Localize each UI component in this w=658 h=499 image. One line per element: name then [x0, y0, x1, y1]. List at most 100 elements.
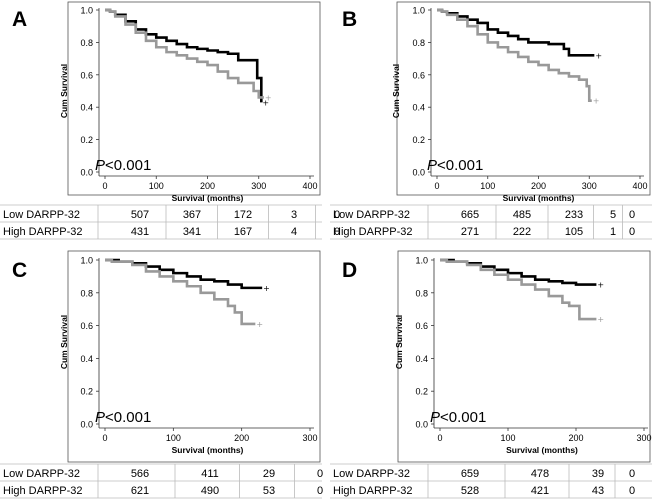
x-tick-label: 0 — [434, 181, 439, 191]
panel-c: C 0.0 0.2 0.4 0.6 0.8 1.0 0 100 200 300 Survival (m… — [0, 250, 323, 499]
p-value: P<0.001 — [427, 157, 483, 174]
y-axis-label: Cum Survival — [394, 315, 404, 369]
table-cell: 431 — [131, 226, 149, 238]
y-tick-label: 0.4 — [80, 354, 93, 364]
table-cell: 43 — [592, 485, 604, 497]
x-tick-label: 0 — [102, 433, 107, 443]
table-cell: 5 — [610, 209, 616, 221]
panel-a: A0.00.20.40.60.81.00 100 200 300 400Survival… — [0, 1, 340, 240]
y-tick-label: 0.6 — [80, 321, 93, 331]
y-axis-label: Cum Survival — [391, 64, 401, 118]
plot-frame — [67, 250, 321, 463]
table-cell: 665 — [461, 209, 479, 221]
series-line-high — [105, 8, 264, 99]
table-cell: 0 — [334, 226, 340, 238]
panel-b: B0.00.20.40.60.81.00 100 200 300 400Survival… — [330, 1, 652, 240]
p-letter: P — [95, 409, 105, 426]
p-value: P<0.001 — [430, 409, 486, 426]
panel-d: D 0.0 0.2 0.4 0.6 0.8 1.0 0 100 200 300 Survival (m… — [330, 250, 652, 499]
table-row-label: High DARPP-32 — [3, 226, 82, 238]
x-tick-label: 400 — [632, 181, 647, 191]
panel-letter: A — [12, 8, 27, 31]
y-tick-label: 0.8 — [412, 38, 425, 48]
table-cell: 167 — [234, 226, 252, 238]
table-cell: 485 — [513, 209, 531, 221]
x-tick-label: 300 — [302, 433, 317, 443]
table-row-label: Low DARPP-32 — [3, 209, 80, 221]
y-tick-label: 0.2 — [412, 135, 425, 145]
censor-mark: + — [256, 320, 263, 329]
censor-mark: + — [597, 281, 604, 290]
censor-mark: + — [597, 315, 604, 324]
x-tick-label: 200 — [568, 433, 583, 443]
y-tick-label: 0.0 — [415, 420, 428, 430]
y-tick-label: 1.0 — [415, 256, 428, 266]
series-line-high — [105, 258, 256, 326]
plot-frame — [397, 250, 651, 463]
table-row-label: Low DARPP-32 — [333, 468, 410, 480]
censor-mark: + — [595, 51, 602, 60]
table-cell: 0 — [629, 485, 635, 497]
table-cell: 39 — [592, 468, 604, 480]
table-cell: 0 — [629, 468, 635, 480]
table-cell: 1 — [610, 226, 616, 238]
y-tick-label: 0.2 — [80, 387, 93, 397]
y-tick-label: 0.8 — [80, 38, 93, 48]
x-tick-label: 400 — [302, 181, 317, 191]
x-tick-label: 300 — [636, 433, 651, 443]
table-cell: 222 — [513, 226, 531, 238]
y-tick-label: 0.4 — [412, 103, 425, 113]
p-letter: P — [95, 157, 105, 174]
table-row-label: High DARPP-32 — [333, 485, 412, 497]
censor-mark: + — [262, 98, 269, 107]
y-tick-label: 1.0 — [80, 6, 93, 16]
censor-mark: + — [263, 284, 270, 293]
table-row-label: High DARPP-32 — [3, 485, 82, 497]
table-cell: 0 — [317, 485, 323, 497]
x-tick-label: 300 — [582, 181, 597, 191]
x-tick-label: 100 — [480, 181, 495, 191]
panel-letter: C — [12, 259, 27, 282]
x-tick-label: 200 — [234, 433, 249, 443]
p-value: P<0.001 — [95, 409, 151, 426]
table-cell: 3 — [291, 209, 297, 221]
x-axis-label: Survival (months) — [506, 445, 578, 455]
y-tick-label: 0.0 — [412, 168, 425, 178]
y-tick-label: 0.8 — [415, 288, 428, 298]
series-line-high — [440, 258, 597, 321]
table-cell: 0 — [629, 226, 635, 238]
x-tick-label: 300 — [251, 181, 266, 191]
panel-letter: D — [342, 259, 357, 282]
table-cell: 341 — [183, 226, 201, 238]
table-cell: 566 — [131, 468, 149, 480]
table-cell: 528 — [461, 485, 479, 497]
panel-letter: B — [342, 8, 357, 31]
y-tick-label: 1.0 — [412, 6, 425, 16]
x-tick-label: 0 — [102, 181, 107, 191]
table-cell: 411 — [201, 468, 219, 480]
x-tick-label: 200 — [200, 181, 215, 191]
y-tick-label: 0.6 — [80, 70, 93, 80]
y-tick-label: 1.0 — [80, 256, 93, 266]
y-tick-label: 0.6 — [415, 321, 428, 331]
x-axis-label: Survival (months) — [172, 445, 244, 455]
table-row-label: Low DARPP-32 — [3, 468, 80, 480]
table-cell: 0 — [317, 468, 323, 480]
table-cell: 233 — [565, 209, 583, 221]
table-row-label: Low DARPP-32 — [333, 209, 410, 221]
y-tick-label: 0.6 — [412, 70, 425, 80]
p-value: P<0.001 — [95, 157, 151, 174]
censor-mark: + — [265, 93, 272, 102]
x-tick-label: 0 — [437, 433, 442, 443]
y-axis-label: Cum Survival — [59, 64, 69, 118]
x-tick-label: 100 — [500, 433, 515, 443]
p-letter: P — [430, 409, 440, 426]
table-cell: 478 — [531, 468, 549, 480]
y-tick-label: 0.0 — [80, 420, 93, 430]
table-cell: 659 — [461, 468, 479, 480]
plot-frame — [67, 1, 321, 196]
table-cell: 172 — [234, 209, 252, 221]
p-value-number: <0.001 — [440, 409, 486, 426]
table-cell: 29 — [263, 468, 275, 480]
